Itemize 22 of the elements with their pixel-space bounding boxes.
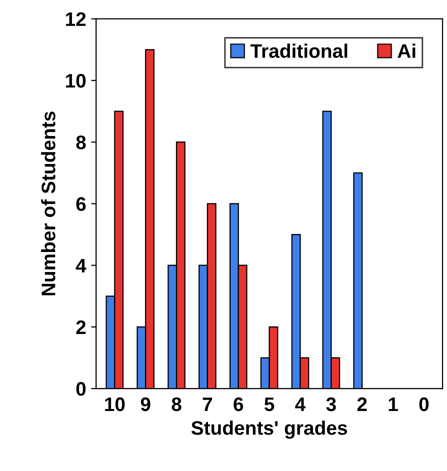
- x-tick-label: 7: [202, 398, 212, 411]
- legend-label: Ai: [398, 44, 416, 58]
- x-tick-label: 10: [105, 397, 125, 412]
- x-tick-label: 8: [172, 397, 182, 412]
- y-axis-title: Number of Students: [41, 112, 56, 296]
- x-tick-label: 3: [326, 397, 336, 412]
- legend-label: Traditional: [250, 44, 348, 58]
- y-tick-label: 4: [76, 259, 86, 272]
- x-tick-label: 5: [264, 398, 274, 412]
- y-tick-label: 2: [76, 320, 86, 334]
- x-tick-label: 0: [419, 397, 429, 412]
- y-tick-label: 6: [76, 197, 86, 211]
- x-tick-label: 6: [234, 397, 244, 412]
- x-tick-label: 2: [357, 397, 367, 411]
- x-tick-label: 1: [388, 398, 398, 411]
- y-tick-label: 8: [76, 136, 86, 150]
- x-axis-title: Students' grades: [191, 420, 348, 439]
- x-tick-label: 9: [140, 397, 150, 412]
- y-tick-label: 12: [66, 12, 86, 26]
- y-tick-label: 0: [76, 382, 86, 396]
- x-tick-label: 4: [295, 398, 306, 411]
- y-tick-label: 10: [66, 74, 86, 88]
